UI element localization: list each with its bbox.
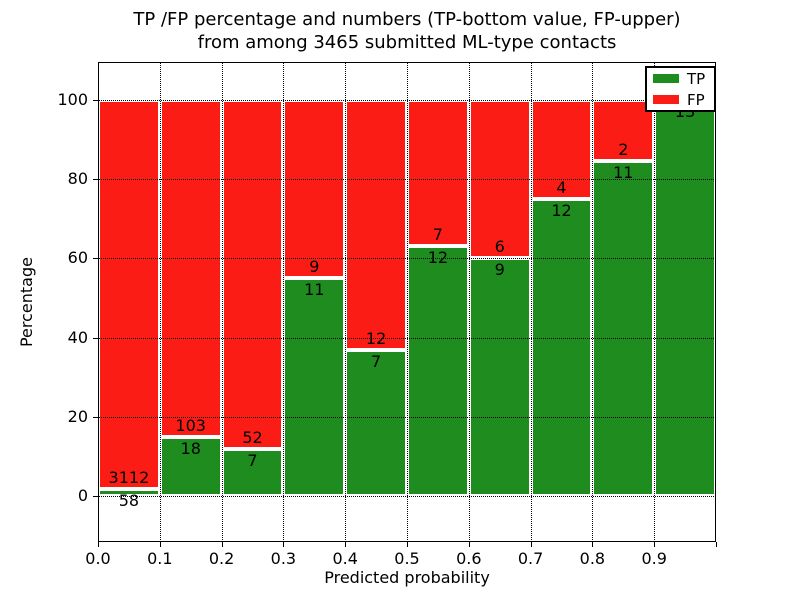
x-tick-label-0.5: 0.5 (394, 549, 420, 568)
x-tick-label-0.1: 0.1 (147, 549, 173, 568)
fp-bar-3 (283, 100, 346, 279)
y-tick-label-0: 0 (77, 486, 88, 505)
gridline-x-0.6 (468, 62, 470, 542)
y-tick-label-60: 60 (67, 248, 88, 268)
legend-tp-swatch (653, 74, 679, 83)
tp-bar-7 (530, 199, 593, 496)
fp-count-label-2: 52 (242, 428, 263, 448)
tp-bar-1 (159, 437, 222, 496)
fp-bar-4 (345, 100, 407, 351)
chart-title: TP /FP percentage and numbers (TP-bottom… (98, 8, 716, 54)
plot-area: 311258103185279111277126941221113 (98, 62, 716, 542)
x-tick-5 (407, 542, 408, 547)
tp-bar-4 (345, 350, 407, 496)
gridline-x-0.1 (159, 62, 161, 542)
fp-count-label-0: 3112 (108, 467, 150, 487)
gridline-x-0.5 (407, 62, 408, 542)
legend-entry-fp: FP (647, 89, 714, 110)
tp-count-label-8: 11 (613, 162, 634, 182)
tp-bar-8 (592, 160, 655, 496)
fp-count-label-5: 7 (432, 224, 443, 244)
tp-count-label-2: 7 (247, 451, 258, 471)
fp-count-label-8: 2 (618, 139, 629, 159)
legend-fp-swatch (653, 95, 679, 104)
tp-count-label-3: 11 (304, 280, 325, 300)
x-tick-label-0.2: 0.2 (208, 549, 235, 568)
x-tick-1 (159, 542, 161, 547)
fp-count-label-3: 9 (309, 257, 320, 277)
x-tick-label-0.9: 0.9 (641, 549, 667, 568)
tp-bar-6 (468, 258, 531, 496)
x-tick-0 (98, 542, 99, 547)
x-tick-3 (283, 542, 285, 547)
tp-bar-9 (654, 100, 716, 496)
fp-bar-2 (221, 100, 284, 450)
tp-count-label-6: 9 (494, 260, 505, 280)
x-tick-10 (716, 542, 717, 547)
fp-bar-0 (98, 100, 160, 489)
tp-bar-2 (221, 449, 284, 496)
legend-tp-label: TP (687, 69, 706, 88)
x-tick-2 (221, 542, 223, 547)
x-tick-label-0.7: 0.7 (517, 549, 544, 568)
tp-bar-5 (407, 245, 469, 496)
x-tick-4 (345, 542, 347, 547)
gridline-x-0.9 (654, 62, 656, 542)
x-tick-label-0.3: 0.3 (270, 549, 297, 568)
y-tick-label-20: 20 (67, 406, 88, 426)
gridline-x-0.4 (345, 62, 347, 542)
chart-title-line2: from among 3465 submitted ML-type contac… (197, 32, 617, 53)
tp-count-label-4: 7 (370, 352, 382, 372)
x-tick-label-0.8: 0.8 (579, 549, 606, 568)
x-tick-9 (654, 542, 656, 547)
chart-title-line1: TP /FP percentage and numbers (TP-bottom… (133, 9, 681, 30)
fp-count-label-4: 12 (365, 329, 387, 349)
fp-count-label-1: 103 (175, 416, 206, 436)
tp-bar-3 (283, 278, 346, 496)
y-tick-20 (93, 416, 98, 418)
x-axis-label: Predicted probability (324, 568, 490, 587)
tp-count-label-5: 12 (427, 247, 449, 267)
gridline-x-0.7 (530, 62, 532, 542)
y-axis-label: Percentage (17, 257, 36, 348)
y-tick-40 (93, 337, 98, 339)
x-tick-label-0.6: 0.6 (456, 549, 482, 568)
tp-count-label-1: 18 (180, 439, 201, 459)
fp-bar-1 (159, 100, 222, 438)
y-tick-label-40: 40 (67, 327, 88, 347)
tp-count-label-7: 12 (551, 201, 572, 220)
legend: TP FP (645, 66, 716, 112)
fp-count-label-6: 6 (494, 237, 505, 257)
y-tick-80 (93, 179, 98, 181)
x-tick-7 (530, 542, 532, 547)
gridline-x-0.2 (221, 62, 223, 542)
fp-count-label-7: 4 (556, 178, 567, 197)
y-tick-0 (93, 496, 98, 497)
fp-bar-5 (407, 100, 469, 246)
x-tick-8 (592, 542, 594, 547)
gridline-x-0.3 (283, 62, 285, 542)
gridline-x-0.8 (592, 62, 594, 542)
y-tick-60 (93, 258, 98, 260)
x-tick-label-0.4: 0.4 (332, 549, 358, 568)
legend-fp-label: FP (687, 90, 705, 109)
tp-count-label-0: 58 (118, 490, 140, 510)
y-tick-label-100: 100 (57, 90, 88, 109)
y-tick-label-80: 80 (67, 169, 88, 189)
y-tick-100 (93, 100, 98, 101)
x-tick-6 (468, 542, 470, 547)
x-tick-label-0.0: 0.0 (85, 549, 111, 568)
legend-entry-tp: TP (647, 68, 714, 89)
